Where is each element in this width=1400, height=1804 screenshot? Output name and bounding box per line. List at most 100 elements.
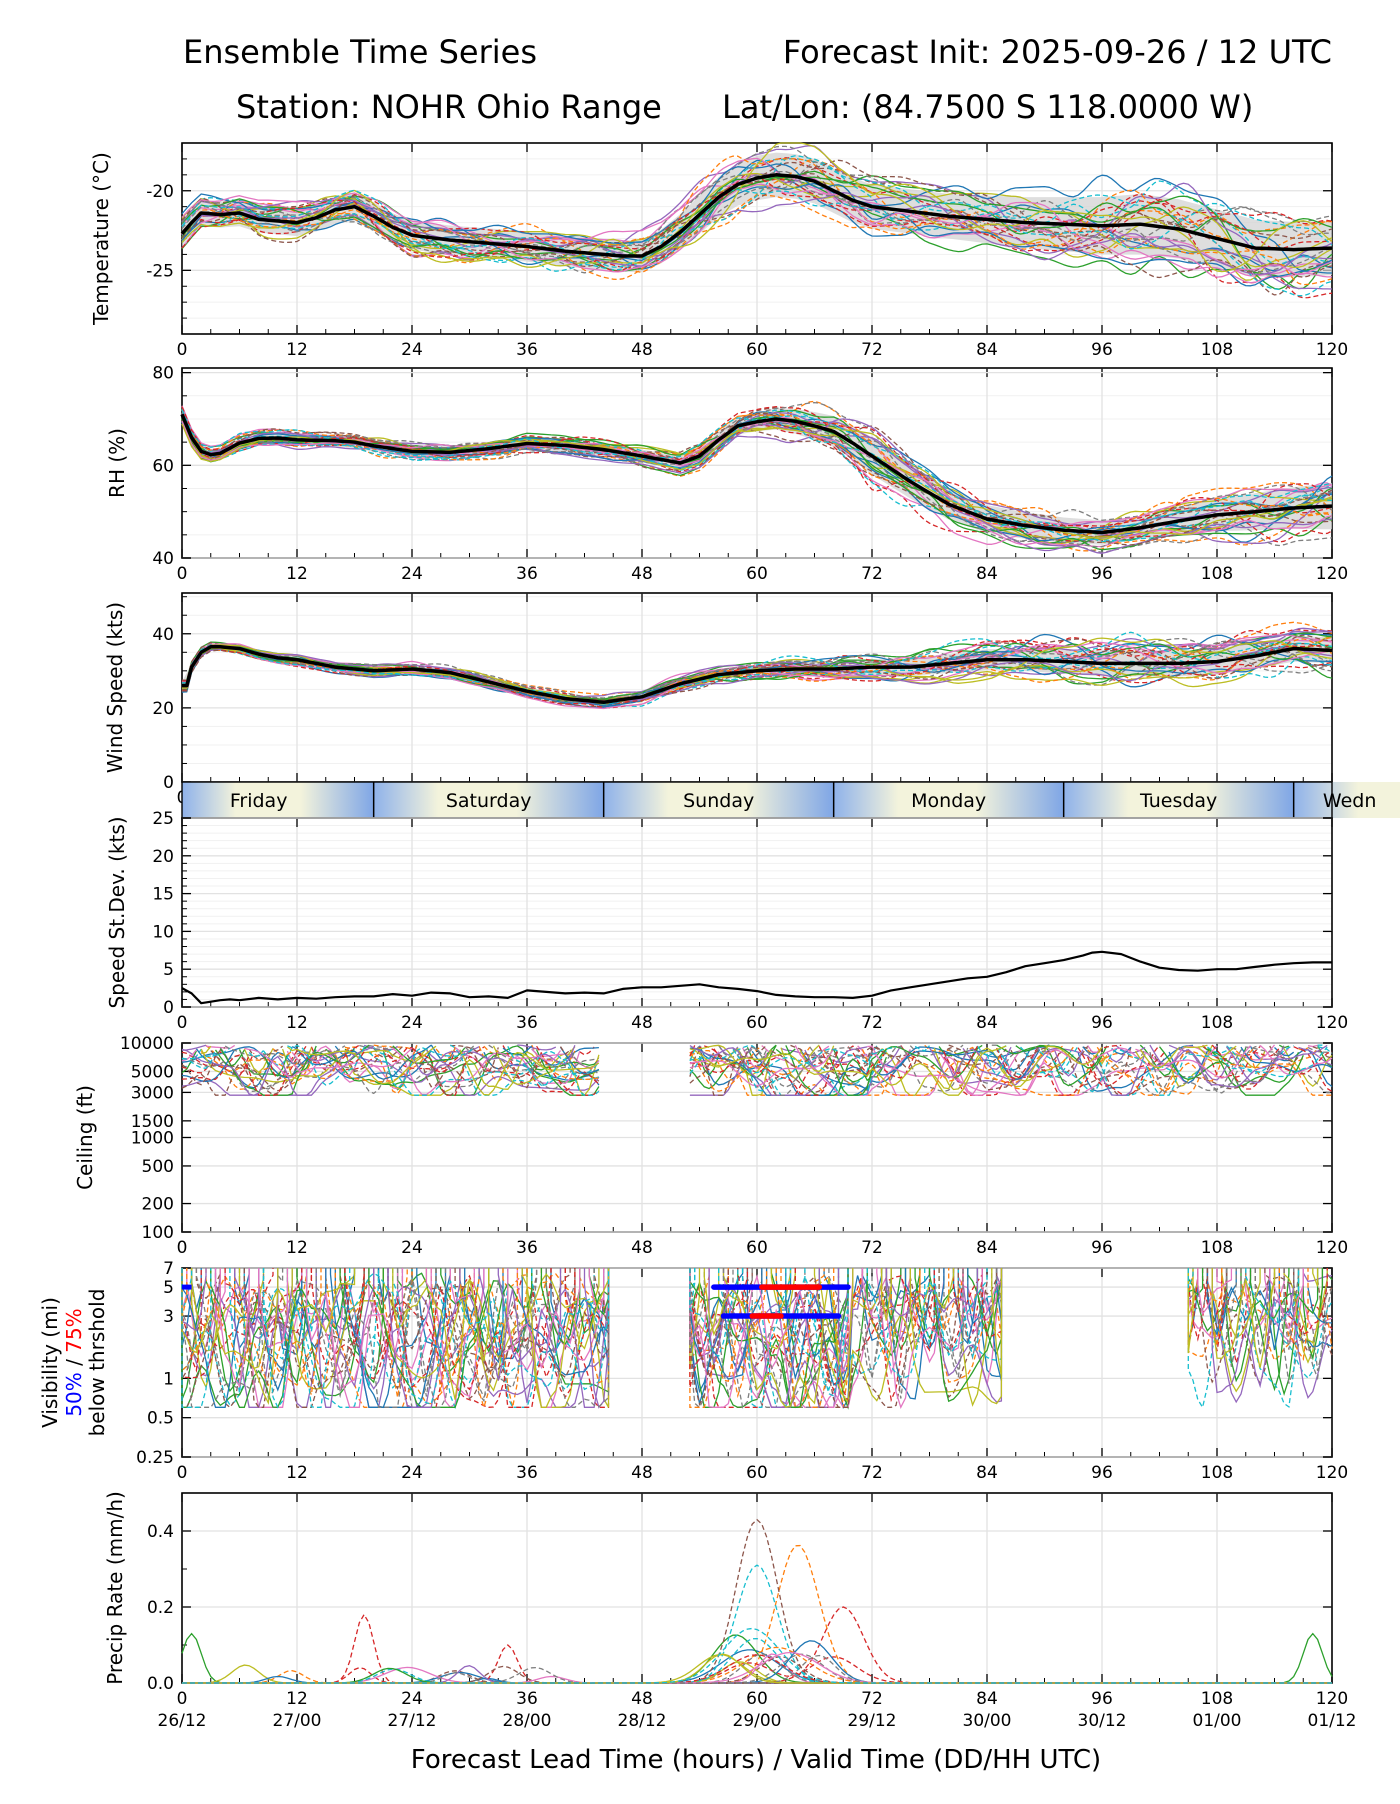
y-axis-label: Visibility (mi) [38, 1297, 62, 1428]
x-tick-label: 108 [1201, 1238, 1233, 1258]
y-tick-label: 1000 [131, 1129, 174, 1149]
x-tick-label: 108 [1201, 564, 1233, 584]
x-tick-label: 0 [177, 564, 188, 584]
y-tick-label: 500 [142, 1157, 174, 1177]
x-tick-label: 60 [746, 1238, 768, 1258]
y-tick-label: 0.5 [147, 1409, 174, 1429]
x-tick-label: 24 [401, 1463, 423, 1483]
x-tick-label: 12 [286, 1013, 308, 1033]
x-tick-label: 24 [401, 1013, 423, 1033]
y-tick-label: 20 [152, 847, 174, 867]
x-tick-label: 96 [1091, 1013, 1113, 1033]
day-label: Wedn [1323, 790, 1376, 812]
title-left: Ensemble Time Series [183, 33, 537, 71]
y-tick-label: 1 [163, 1369, 174, 1389]
y-tick-label: 10 [152, 922, 174, 942]
legend-75pct: 75% [62, 1308, 86, 1352]
valid-time-label: 29/12 [848, 1711, 897, 1731]
x-tick-label: 108 [1201, 1463, 1233, 1483]
x-tick-label: 108 [1201, 1689, 1233, 1709]
x-tick-label: 60 [746, 1463, 768, 1483]
y-tick-label: 0 [163, 773, 174, 793]
x-tick-label: 120 [1316, 1238, 1348, 1258]
y-tick-label: -20 [146, 182, 174, 202]
x-tick-label: 96 [1091, 340, 1113, 360]
x-tick-label: 72 [861, 1463, 883, 1483]
y-axis-label-2: below thrshold [85, 1289, 109, 1437]
valid-time-label: 30/00 [963, 1711, 1012, 1731]
y-tick-label: 7 [163, 1259, 174, 1279]
x-tick-label: 108 [1201, 1013, 1233, 1033]
y-tick-label: 0 [163, 998, 174, 1018]
x-tick-label: 48 [631, 1013, 653, 1033]
valid-time-label: 26/12 [158, 1711, 207, 1731]
day-label: Tuesday [1139, 790, 1217, 812]
x-tick-label: 84 [976, 1689, 998, 1709]
valid-time-label: 27/00 [273, 1711, 322, 1731]
x-tick-label: 96 [1091, 564, 1113, 584]
x-tick-label: 96 [1091, 1689, 1113, 1709]
y-axis-label: Temperature (°C) [89, 152, 113, 326]
x-tick-label: 36 [516, 1689, 538, 1709]
x-tick-label: 24 [401, 1689, 423, 1709]
x-axis-label: Forecast Lead Time (hours) / Valid Time … [411, 1745, 1101, 1775]
x-tick-label: 36 [516, 340, 538, 360]
x-tick-label: 60 [746, 1689, 768, 1709]
valid-time-label: 29/00 [733, 1711, 782, 1731]
station-label: Station: NOHR Ohio Range [236, 88, 662, 126]
x-tick-label: 84 [976, 1463, 998, 1483]
y-tick-label: 80 [152, 364, 174, 384]
y-axis-label: Wind Speed (kts) [103, 602, 127, 773]
x-tick-label: 0 [177, 1689, 188, 1709]
y-tick-label: 0.4 [147, 1522, 174, 1542]
y-tick-label: 40 [152, 549, 174, 569]
valid-time-label: 30/12 [1078, 1711, 1127, 1731]
y-tick-label: 0.25 [136, 1448, 174, 1468]
latlon-label: Lat/Lon: (84.7500 S 118.0000 W) [722, 88, 1253, 126]
y-tick-label: 0.0 [147, 1674, 174, 1694]
y-tick-label: 3000 [131, 1083, 174, 1103]
y-axis-label: Speed St.Dev. (kts) [105, 816, 129, 1008]
threshold-legend: 50% / 75% [62, 1308, 86, 1416]
x-tick-label: 60 [746, 1013, 768, 1033]
y-axis-label: Ceiling (ft) [73, 1085, 97, 1190]
x-tick-label: 120 [1316, 340, 1348, 360]
x-tick-label: 72 [861, 340, 883, 360]
x-tick-label: 12 [286, 1463, 308, 1483]
x-tick-label: 0 [177, 1238, 188, 1258]
y-axis-label: RH (%) [105, 428, 129, 498]
y-tick-label: -25 [146, 261, 174, 281]
x-tick-label: 84 [976, 1013, 998, 1033]
x-tick-label: 60 [746, 564, 768, 584]
y-tick-label: 15 [152, 885, 174, 905]
valid-time-label: 27/12 [388, 1711, 437, 1731]
y-tick-label: 200 [142, 1195, 174, 1215]
valid-time-label: 01/00 [1193, 1711, 1242, 1731]
x-tick-label: 48 [631, 1238, 653, 1258]
x-tick-label: 84 [976, 1238, 998, 1258]
y-tick-label: 20 [152, 699, 174, 719]
x-tick-label: 72 [861, 1238, 883, 1258]
x-tick-label: 60 [746, 340, 768, 360]
x-tick-label: 108 [1201, 340, 1233, 360]
y-tick-label: 3 [163, 1307, 174, 1327]
x-tick-label: 24 [401, 564, 423, 584]
y-axis-label: Precip Rate (mm/h) [103, 1491, 127, 1685]
legend-50pct: 50% [62, 1372, 86, 1416]
title-right: Forecast Init: 2025-09-26 / 12 UTC [783, 33, 1332, 71]
day-label: Saturday [446, 790, 532, 812]
x-tick-label: 24 [401, 340, 423, 360]
y-tick-label: 10000 [120, 1034, 174, 1054]
x-tick-label: 12 [286, 1689, 308, 1709]
x-tick-label: 72 [861, 564, 883, 584]
x-tick-label: 120 [1316, 1463, 1348, 1483]
y-tick-label: 0.2 [147, 1598, 174, 1618]
x-tick-label: 84 [976, 564, 998, 584]
valid-time-label: 01/12 [1308, 1711, 1357, 1731]
day-label: Sunday [683, 790, 754, 812]
x-tick-label: 48 [631, 340, 653, 360]
x-tick-label: 0 [177, 1013, 188, 1033]
